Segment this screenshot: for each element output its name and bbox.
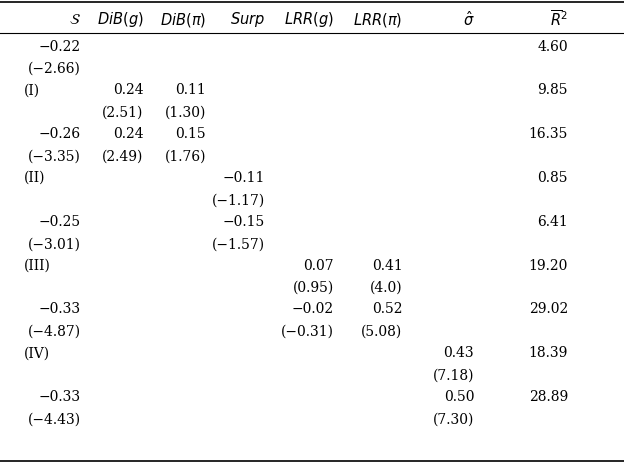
Text: −0.11: −0.11 xyxy=(223,171,265,185)
Text: (−1.57): (−1.57) xyxy=(212,237,265,251)
Text: $\mathcal{S}$: $\mathcal{S}$ xyxy=(69,13,81,27)
Text: −0.26: −0.26 xyxy=(39,127,81,141)
Text: (1.76): (1.76) xyxy=(164,150,206,164)
Text: (II): (II) xyxy=(24,171,45,185)
Text: (IV): (IV) xyxy=(24,346,50,360)
Text: −0.25: −0.25 xyxy=(39,215,81,229)
Text: $DiB(\pi)$: $DiB(\pi)$ xyxy=(160,11,206,28)
Text: (−0.31): (−0.31) xyxy=(281,325,334,339)
Text: (2.51): (2.51) xyxy=(102,106,144,120)
Text: $DiB(g)$: $DiB(g)$ xyxy=(97,10,144,29)
Text: 19.20: 19.20 xyxy=(529,259,568,273)
Text: 0.11: 0.11 xyxy=(175,83,206,97)
Text: (2.49): (2.49) xyxy=(102,150,144,164)
Text: 0.24: 0.24 xyxy=(113,127,144,141)
Text: (−2.66): (−2.66) xyxy=(28,62,81,76)
Text: $\hat{\sigma}$: $\hat{\sigma}$ xyxy=(462,10,474,29)
Text: 6.41: 6.41 xyxy=(537,215,568,229)
Text: −0.15: −0.15 xyxy=(223,215,265,229)
Text: 29.02: 29.02 xyxy=(529,302,568,316)
Text: −0.22: −0.22 xyxy=(39,40,81,54)
Text: (4.0): (4.0) xyxy=(370,281,402,295)
Text: $Surp$: $Surp$ xyxy=(230,10,265,29)
Text: (−3.01): (−3.01) xyxy=(28,237,81,251)
Text: 0.24: 0.24 xyxy=(113,83,144,97)
Text: −0.33: −0.33 xyxy=(39,302,81,316)
Text: 0.52: 0.52 xyxy=(372,302,402,316)
Text: $LRR(\pi)$: $LRR(\pi)$ xyxy=(353,11,402,28)
Text: (7.18): (7.18) xyxy=(432,369,474,383)
Text: −0.33: −0.33 xyxy=(39,390,81,404)
Text: (III): (III) xyxy=(24,259,51,273)
Text: 16.35: 16.35 xyxy=(529,127,568,141)
Text: −0.02: −0.02 xyxy=(291,302,334,316)
Text: 0.85: 0.85 xyxy=(537,171,568,185)
Text: (−4.43): (−4.43) xyxy=(28,412,81,426)
Text: (−3.35): (−3.35) xyxy=(28,150,81,164)
Text: (7.30): (7.30) xyxy=(433,412,474,426)
Text: 0.50: 0.50 xyxy=(444,390,474,404)
Text: $\overline{R}^2$: $\overline{R}^2$ xyxy=(550,9,568,30)
Text: 18.39: 18.39 xyxy=(529,346,568,360)
Text: $LRR(g)$: $LRR(g)$ xyxy=(284,10,334,29)
Text: 0.07: 0.07 xyxy=(303,259,334,273)
Text: (5.08): (5.08) xyxy=(361,325,402,339)
Text: 0.43: 0.43 xyxy=(444,346,474,360)
Text: (−4.87): (−4.87) xyxy=(28,325,81,339)
Text: 0.15: 0.15 xyxy=(175,127,206,141)
Text: (I): (I) xyxy=(24,83,40,97)
Text: 9.85: 9.85 xyxy=(537,83,568,97)
Text: 0.41: 0.41 xyxy=(372,259,402,273)
Text: 28.89: 28.89 xyxy=(529,390,568,404)
Text: (0.95): (0.95) xyxy=(293,281,334,295)
Text: (1.30): (1.30) xyxy=(165,106,206,120)
Text: (−1.17): (−1.17) xyxy=(212,193,265,207)
Text: 4.60: 4.60 xyxy=(537,40,568,54)
